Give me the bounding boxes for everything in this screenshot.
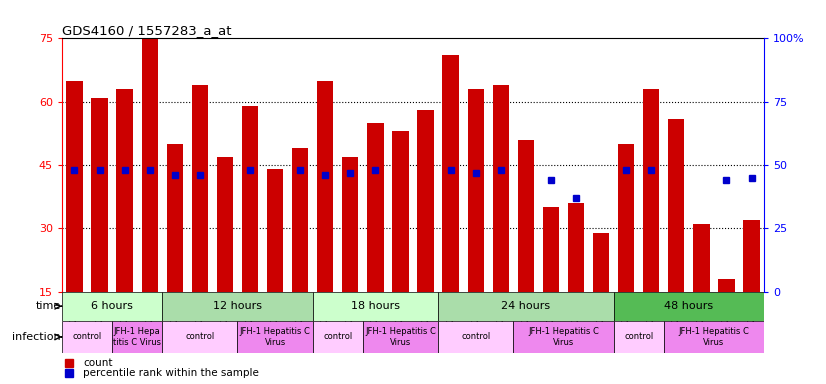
Text: GDS4160 / 1557283_a_at: GDS4160 / 1557283_a_at [62, 24, 231, 37]
Text: percentile rank within the sample: percentile rank within the sample [83, 368, 259, 379]
Bar [614, 321, 664, 353]
Bar [438, 292, 614, 321]
Bar [62, 292, 162, 321]
Text: 24 hours: 24 hours [501, 301, 550, 311]
Bar [518, 140, 534, 292]
Bar [216, 157, 233, 292]
Text: 48 hours: 48 hours [664, 301, 714, 311]
Bar [192, 85, 208, 292]
Bar [363, 321, 438, 353]
Text: control: control [185, 333, 215, 341]
Bar [438, 321, 513, 353]
Bar [543, 207, 559, 292]
Text: JFH-1 Hepatitis C
Virus: JFH-1 Hepatitis C Virus [240, 327, 311, 347]
Bar [317, 81, 334, 292]
Bar [417, 110, 434, 292]
Bar [66, 81, 83, 292]
Bar [292, 148, 308, 292]
Bar [162, 292, 313, 321]
Bar [112, 321, 162, 353]
Text: control: control [73, 333, 102, 341]
Text: control: control [624, 333, 653, 341]
Text: JFH-1 Hepatitis C
Virus: JFH-1 Hepatitis C Virus [528, 327, 599, 347]
Bar [593, 233, 610, 292]
Bar [92, 98, 107, 292]
Text: control: control [323, 333, 353, 341]
Bar [368, 123, 383, 292]
Bar [267, 169, 283, 292]
Bar [664, 321, 764, 353]
Text: 18 hours: 18 hours [351, 301, 400, 311]
Bar [141, 38, 158, 292]
Bar [743, 220, 760, 292]
Bar [392, 131, 409, 292]
Bar [242, 106, 259, 292]
Text: JFH-1 Hepa
titis C Virus: JFH-1 Hepa titis C Virus [113, 327, 161, 347]
Text: 6 hours: 6 hours [91, 301, 133, 311]
Bar [643, 89, 659, 292]
Text: infection: infection [12, 332, 60, 342]
Text: JFH-1 Hepatitis C
Virus: JFH-1 Hepatitis C Virus [678, 327, 749, 347]
Bar [313, 321, 363, 353]
Bar [668, 119, 685, 292]
Bar [693, 224, 710, 292]
Bar [443, 55, 458, 292]
Bar [614, 292, 764, 321]
Bar [116, 89, 133, 292]
Bar [238, 321, 313, 353]
Bar [62, 321, 112, 353]
Bar [468, 89, 484, 292]
Text: count: count [83, 358, 112, 368]
Bar [342, 157, 358, 292]
Text: time: time [36, 301, 60, 311]
Bar [492, 85, 509, 292]
Bar [513, 321, 614, 353]
Text: control: control [461, 333, 491, 341]
Bar [618, 144, 634, 292]
Text: 12 hours: 12 hours [213, 301, 262, 311]
Bar [719, 279, 734, 292]
Bar [162, 321, 238, 353]
Bar [313, 292, 438, 321]
Bar [567, 203, 584, 292]
Text: JFH-1 Hepatitis C
Virus: JFH-1 Hepatitis C Virus [365, 327, 436, 347]
Bar [167, 144, 183, 292]
